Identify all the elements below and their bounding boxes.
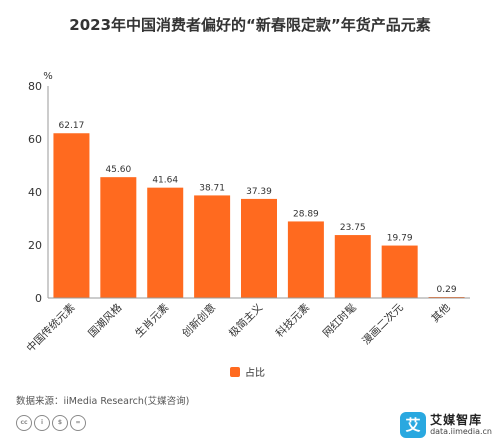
- x-tick-label: 国潮风格: [86, 301, 125, 340]
- data-label: 28.89: [293, 209, 319, 219]
- by-icon: i: [34, 415, 50, 431]
- y-tick-label: 0: [35, 292, 42, 305]
- brand-url: data.iimedia.cn: [430, 427, 492, 436]
- cc-icon: cc: [16, 415, 32, 431]
- bar: [381, 245, 418, 298]
- data-label: 45.60: [105, 165, 131, 175]
- data-label: 38.71: [199, 183, 225, 193]
- license-icons: cc i $ =: [16, 415, 86, 431]
- bar: [53, 133, 90, 298]
- data-source: 数据来源：iiMedia Research(艾媒咨询): [16, 396, 190, 407]
- brand: 艾 艾媒智库 data.iimedia.cn: [400, 411, 492, 439]
- data-label: 62.17: [59, 121, 85, 131]
- x-tick-label: 网红时髦: [320, 301, 359, 340]
- nc-icon: $: [52, 415, 68, 431]
- brand-name: 艾媒智库: [430, 413, 483, 427]
- chart-title: 2023年中国消费者偏好的“新春限定款”年货产品元素: [69, 16, 431, 34]
- y-tick-label: 80: [28, 80, 42, 93]
- data-label: 37.39: [246, 187, 272, 197]
- x-tick-label: 漫画二次元: [359, 301, 406, 348]
- x-tick-label: 创新创意: [179, 301, 218, 340]
- bar: [147, 187, 184, 298]
- brand-logo-icon: 艾: [400, 412, 427, 438]
- legend-swatch: [230, 367, 240, 377]
- bar: [241, 198, 277, 298]
- y-tick-label: 40: [28, 186, 42, 199]
- bar: [287, 221, 324, 298]
- y-axis-unit: %: [43, 71, 53, 82]
- x-tick-label: 生肖元素: [132, 301, 171, 340]
- data-label: 41.64: [152, 176, 178, 186]
- bar: [100, 177, 137, 298]
- x-tick-label: 科技元素: [273, 301, 312, 340]
- x-tick-label: 其他: [429, 301, 453, 325]
- bar: [334, 235, 371, 298]
- data-label: 19.79: [387, 234, 413, 244]
- bar: [194, 195, 231, 298]
- x-tick-label: 中国传统元素: [24, 301, 78, 355]
- x-tick-label: 极简主义: [226, 301, 265, 340]
- data-label: 0.29: [437, 285, 457, 295]
- data-label: 23.75: [340, 223, 366, 233]
- nd-icon: =: [70, 415, 86, 431]
- y-tick-label: 20: [28, 239, 42, 252]
- legend-label: 占比: [245, 366, 265, 379]
- y-tick-label: 60: [28, 133, 42, 146]
